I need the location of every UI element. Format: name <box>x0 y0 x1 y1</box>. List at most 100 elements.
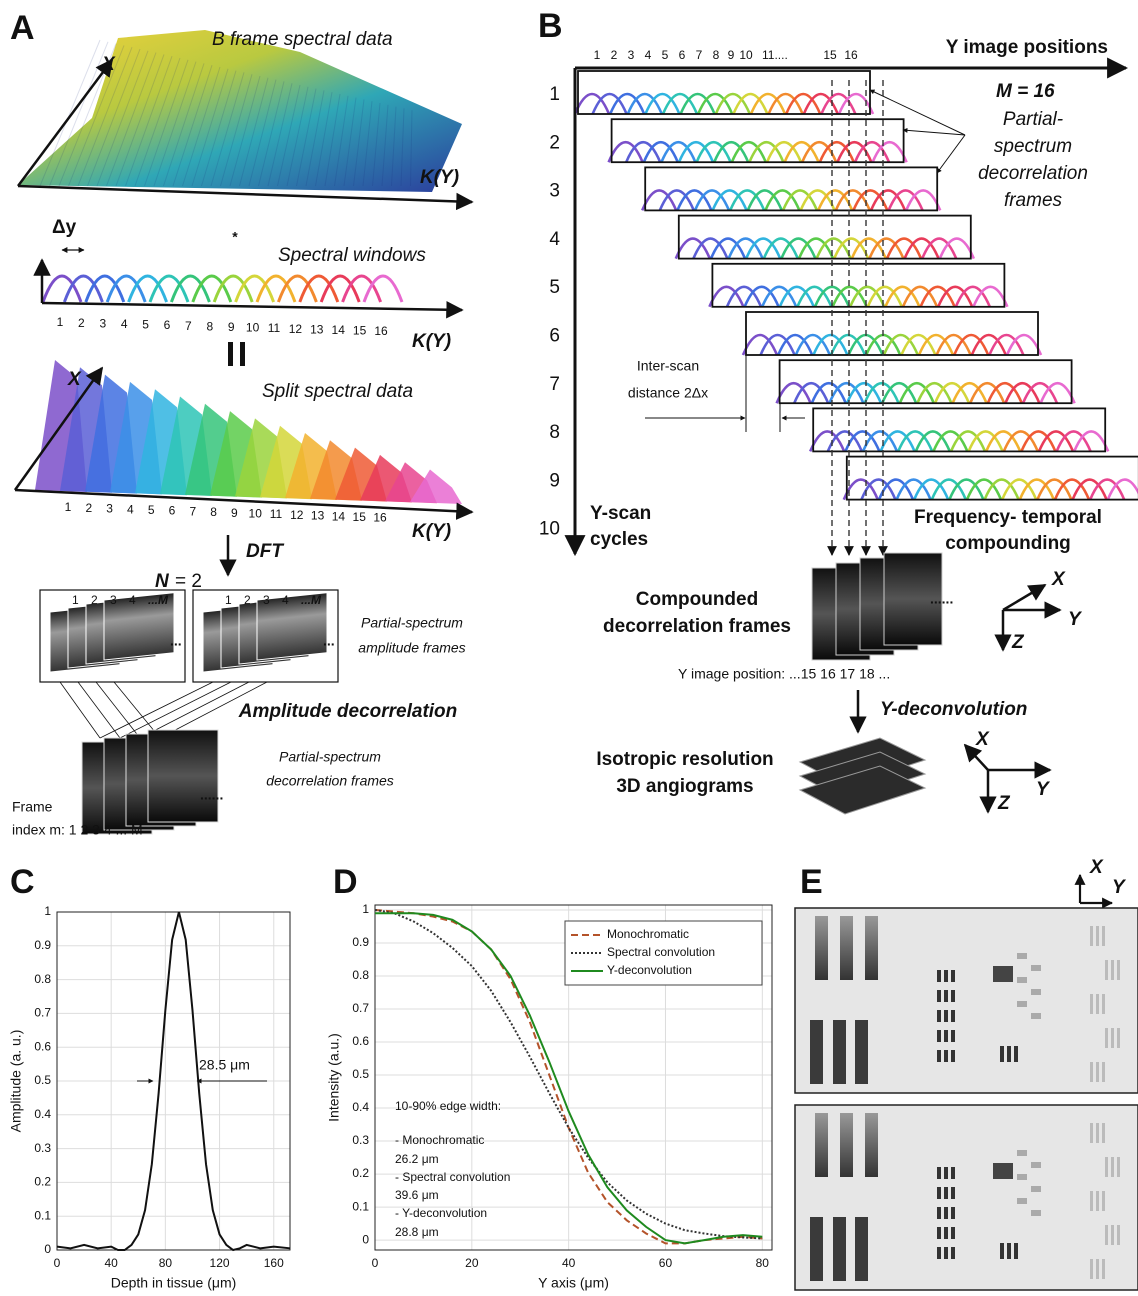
spectral-window <box>829 333 867 356</box>
target-fine <box>1031 965 1041 971</box>
target-square <box>993 1163 1013 1179</box>
label: ... <box>170 633 182 649</box>
target-bar <box>865 1113 878 1177</box>
target-bar <box>937 1247 941 1259</box>
spectral-window <box>948 478 985 501</box>
spectral-window <box>860 478 897 501</box>
spectral-window <box>298 274 340 303</box>
spectral-window <box>676 189 713 211</box>
arrow <box>41 300 464 319</box>
line-series <box>375 912 763 1245</box>
label: 2 <box>91 593 98 607</box>
y-tick-label: 0.6 <box>352 1034 369 1048</box>
spectral-window <box>148 274 190 303</box>
label: Amplitude (a. u.) <box>8 1030 24 1133</box>
surface-line <box>163 63 205 187</box>
spectral-window <box>783 141 820 163</box>
surface-line <box>87 48 141 187</box>
label: 8 <box>206 319 213 333</box>
target-bar <box>944 1247 948 1259</box>
target-faint <box>1117 960 1120 980</box>
target-faint <box>1102 1123 1105 1143</box>
label: 3 <box>628 48 635 62</box>
spectral-window <box>677 141 715 163</box>
surface-line <box>115 54 165 187</box>
target-fine <box>1031 1162 1041 1168</box>
label: B <box>538 7 563 45</box>
amplitude-frame <box>256 592 328 661</box>
target-bar <box>951 1030 955 1042</box>
line-series <box>56 911 291 1252</box>
label: 1 <box>65 500 72 514</box>
spectral-window <box>730 141 767 163</box>
spectral-window <box>1020 430 1057 452</box>
plot-frame <box>56 911 291 1251</box>
spectral-window <box>1036 478 1073 501</box>
spectral-window <box>191 274 233 303</box>
label: 28.8 μm <box>395 1225 439 1239</box>
cycle-frame <box>745 311 1039 356</box>
label: 12 <box>290 508 304 522</box>
y-tick-label: 0.1 <box>34 1208 51 1222</box>
spectral-window <box>746 189 783 211</box>
spectral-window <box>965 478 1003 501</box>
surface-line <box>372 102 381 187</box>
label: B frame spectral data <box>212 29 393 50</box>
spectral-window <box>1055 430 1092 452</box>
target-bar <box>1007 1046 1011 1062</box>
label: Partial-spectrum <box>279 749 381 765</box>
label: ... <box>323 633 335 649</box>
legend-label: Monochromatic <box>607 927 689 941</box>
label: 2 <box>611 48 618 62</box>
arrow <box>13 366 104 491</box>
y-tick-label: 0.3 <box>352 1133 369 1147</box>
legend-label: Y-deconvolution <box>607 963 692 977</box>
x-tick-label: 40 <box>562 1256 576 1270</box>
spectral-window <box>679 92 716 115</box>
label: 1 <box>57 315 64 329</box>
target-bar <box>937 1167 941 1179</box>
x-tick-label: 60 <box>659 1256 673 1270</box>
spectral-window <box>801 141 838 163</box>
surface-line <box>296 88 317 187</box>
target-faint <box>1111 1157 1114 1177</box>
label: 15 <box>353 324 367 338</box>
spectral-surface <box>18 30 462 192</box>
label: 15 <box>353 510 367 524</box>
spectral-window <box>105 274 147 303</box>
spectral-window <box>933 382 971 404</box>
y-tick-label: 0 <box>362 1232 369 1246</box>
label: 2 <box>78 316 85 330</box>
label: Z <box>997 793 1011 814</box>
target-bar <box>937 1010 941 1022</box>
label: 9 <box>728 48 735 62</box>
label: 3 <box>549 181 560 202</box>
surface-line <box>305 90 325 187</box>
label: X <box>67 369 82 390</box>
spectral-window <box>212 274 254 303</box>
label: Δy <box>52 217 77 238</box>
legend-box <box>564 920 763 986</box>
label: 16 <box>374 324 388 338</box>
label: Isotropic resolution <box>596 749 773 770</box>
arrow <box>936 134 966 174</box>
label: 10 <box>739 48 753 62</box>
target-bar <box>810 1020 823 1084</box>
target-bar <box>951 1207 955 1219</box>
cycle-frame <box>812 407 1107 453</box>
label: 6 <box>169 504 176 518</box>
spectral-window <box>127 274 169 303</box>
spectral-window <box>932 430 969 452</box>
label: C <box>10 863 35 901</box>
spectral-window <box>780 237 817 260</box>
surface-line <box>400 108 405 187</box>
surface-line <box>210 72 245 187</box>
spectral-window <box>901 285 939 308</box>
surface-line <box>191 68 229 187</box>
surface-line <box>334 95 349 187</box>
target-faint <box>1117 1028 1120 1048</box>
label: ...... <box>200 787 223 803</box>
spectral-window <box>761 285 798 308</box>
target-fine <box>1017 1150 1027 1156</box>
